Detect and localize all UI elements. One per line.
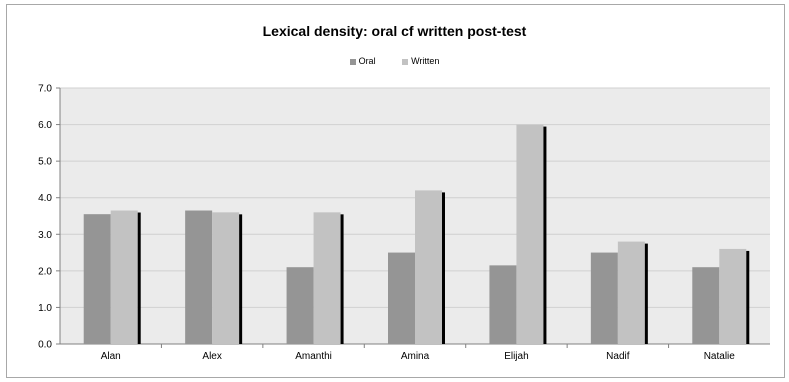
x-tick-label-alan: Alan xyxy=(101,351,121,362)
bar-oral-natalie xyxy=(692,267,720,344)
legend-label-oral: Oral xyxy=(358,56,376,66)
x-tick-label-natalie: Natalie xyxy=(704,351,736,362)
bar-shadow-nadif xyxy=(644,243,648,344)
bar-oral-amina xyxy=(388,252,415,344)
bar-oral-amanthi xyxy=(286,267,314,344)
bar-written-natalie xyxy=(719,248,747,344)
bar-written-nadif xyxy=(617,241,645,344)
bar-oral-alan xyxy=(83,214,111,344)
legend-swatch-written xyxy=(402,58,409,65)
y-tick-label: 1.0 xyxy=(38,303,52,314)
x-tick-label-nadif: Nadif xyxy=(606,351,630,362)
bar-oral-elijah xyxy=(489,265,517,344)
bar-shadow-alan xyxy=(137,212,141,344)
bar-written-elijah xyxy=(516,124,544,344)
x-tick-label-amanthi: Amanthi xyxy=(295,351,332,362)
y-tick-label: 4.0 xyxy=(38,193,52,204)
y-tick-label: 0.0 xyxy=(38,340,52,351)
legend-item-written: Written xyxy=(402,56,439,66)
legend-item-oral: Oral xyxy=(349,56,376,66)
bar-shadow-amina xyxy=(442,192,445,344)
bar-written-alan xyxy=(110,210,138,344)
chart-title: Lexical density: oral cf written post-te… xyxy=(262,23,527,39)
bar-shadow-alex xyxy=(239,214,243,344)
y-tick-label: 3.0 xyxy=(38,230,52,241)
legend: Oral Written xyxy=(0,56,789,66)
bar-written-amina xyxy=(415,190,442,344)
bar-oral-nadif xyxy=(590,252,618,344)
legend-label-written: Written xyxy=(411,56,440,66)
y-tick-label: 2.0 xyxy=(38,266,52,277)
bar-shadow-amanthi xyxy=(340,214,344,344)
bar-shadow-natalie xyxy=(746,250,750,344)
legend-swatch-oral xyxy=(349,58,356,65)
bar-written-alex xyxy=(212,212,240,344)
bar-oral-alex xyxy=(185,210,213,344)
bar-shadow-elijah xyxy=(543,126,547,344)
y-tick-label: 6.0 xyxy=(38,120,52,131)
bar-written-amanthi xyxy=(313,212,341,344)
y-tick-label: 5.0 xyxy=(38,157,52,168)
x-tick-label-elijah: Elijah xyxy=(504,351,528,362)
x-tick-label-amina: Amina xyxy=(401,351,430,362)
y-tick-label: 7.0 xyxy=(38,84,52,95)
x-tick-label-alex: Alex xyxy=(202,351,221,362)
